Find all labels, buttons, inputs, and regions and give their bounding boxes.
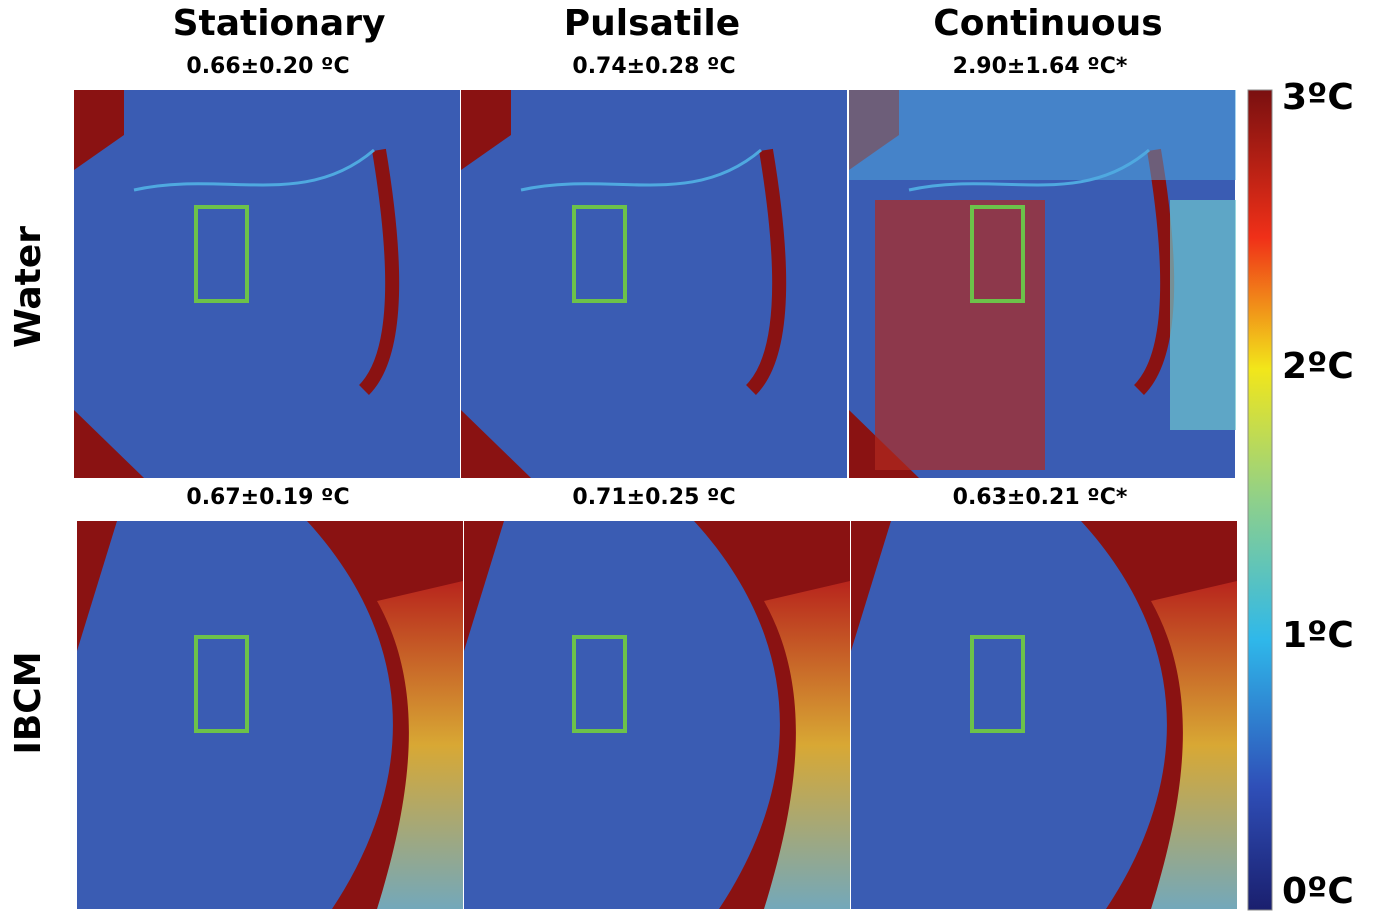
colorbar bbox=[1248, 90, 1272, 910]
panel-stat: 2.90±1.64 ºC* bbox=[953, 54, 1128, 79]
panel-stat: 0.63±0.21 ºC* bbox=[953, 485, 1128, 510]
panel-stat: 0.74±0.28 ºC bbox=[572, 54, 735, 79]
temperature-map bbox=[461, 90, 847, 478]
column-title: Continuous bbox=[933, 3, 1162, 44]
figure: Stationary Pulsatile Continuous 0.66±0.2… bbox=[0, 0, 1376, 916]
colorbar-tick-label: 0ºC bbox=[1282, 871, 1354, 912]
column-title: Stationary bbox=[173, 3, 386, 44]
column-title: Pulsatile bbox=[564, 3, 740, 44]
temperature-map bbox=[77, 521, 463, 909]
colorbar-tick-label: 1ºC bbox=[1282, 615, 1354, 656]
temperature-map bbox=[74, 90, 460, 478]
panel-stat: 0.71±0.25 ºC bbox=[572, 485, 735, 510]
temperature-map bbox=[849, 90, 1236, 478]
panel-stat: 0.67±0.19 ºC bbox=[186, 485, 349, 510]
temperature-map bbox=[851, 521, 1237, 909]
colorbar-tick-label: 3ºC bbox=[1282, 77, 1354, 118]
colorbar-tick-label: 2ºC bbox=[1282, 346, 1354, 387]
row-label: Water bbox=[8, 226, 49, 348]
row-label: IBCM bbox=[8, 651, 49, 754]
panel-stat: 0.66±0.20 ºC bbox=[186, 54, 349, 79]
temperature-map bbox=[464, 521, 850, 909]
